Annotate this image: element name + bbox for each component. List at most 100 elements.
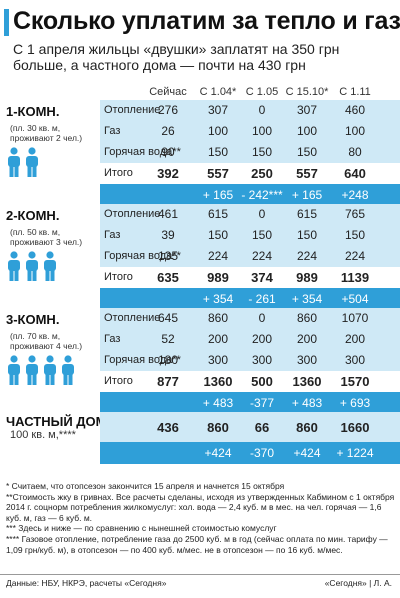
total-row bbox=[100, 371, 400, 392]
headline-text: Сколько уплатим за тепло и газ bbox=[13, 7, 400, 35]
house-delta-cell: -370 bbox=[249, 446, 275, 460]
total-cell: 250 bbox=[251, 166, 273, 181]
table-row bbox=[100, 246, 400, 267]
value-cell: 645 bbox=[157, 311, 179, 325]
value-cell: 615 bbox=[296, 207, 318, 221]
row-label: Газ bbox=[104, 125, 121, 137]
delta-cell: - 261 bbox=[248, 292, 276, 306]
value-cell: 860 bbox=[207, 311, 229, 325]
value-cell: 100 bbox=[207, 124, 229, 138]
value-cell: 150 bbox=[296, 145, 318, 159]
table-row bbox=[100, 225, 400, 246]
total-cell: 989 bbox=[296, 270, 318, 285]
value-cell: 461 bbox=[157, 207, 179, 221]
row-label: Газ bbox=[104, 333, 121, 345]
total-cell: 500 bbox=[251, 374, 273, 389]
house-delta-cell: +424 bbox=[204, 446, 232, 460]
delta-row bbox=[100, 184, 400, 205]
lead-text: С 1 апреля жильцы «двушки» заплатят на 3… bbox=[13, 41, 340, 73]
delta-cell: - 242*** bbox=[241, 188, 283, 202]
column-header: С 1.04* bbox=[199, 86, 237, 98]
value-cell: 200 bbox=[207, 332, 229, 346]
value-cell: 150 bbox=[251, 145, 273, 159]
source-credit: Данные: НБУ, НКРЭ, расчеты «Сегодня» bbox=[6, 578, 167, 588]
total-row bbox=[100, 163, 400, 184]
column-header: С 1.11 bbox=[339, 86, 371, 98]
value-cell: 224 bbox=[251, 249, 273, 263]
value-cell: 150 bbox=[344, 228, 366, 242]
group-name: 1-КОМН. bbox=[6, 104, 60, 119]
value-cell: 180 bbox=[157, 353, 179, 367]
person-icon bbox=[44, 355, 56, 385]
total-label: Итого bbox=[104, 375, 133, 387]
value-cell: 300 bbox=[251, 353, 273, 367]
value-cell: 150 bbox=[207, 228, 229, 242]
group-description: (пл. 50 кв. м, проживают 3 чел.) bbox=[10, 227, 83, 247]
house-total-row bbox=[100, 412, 400, 442]
value-cell: 100 bbox=[296, 124, 318, 138]
footnote-3: *** Здесь и ниже — по сравнению с нынешн… bbox=[6, 523, 277, 534]
value-cell: 26 bbox=[161, 124, 175, 138]
house-name: ЧАСТНЫЙ ДОМ bbox=[6, 414, 107, 429]
delta-cell: + 483 bbox=[291, 396, 323, 410]
author-credit: «Сегодня» | Л. А. bbox=[324, 578, 392, 588]
value-cell: 135 bbox=[157, 249, 179, 263]
total-cell: 1139 bbox=[340, 270, 370, 285]
delta-cell: +248 bbox=[341, 188, 369, 202]
table-row bbox=[100, 308, 400, 329]
value-cell: 39 bbox=[161, 228, 175, 242]
person-icon bbox=[62, 355, 74, 385]
value-cell: 150 bbox=[207, 145, 229, 159]
total-cell: 635 bbox=[157, 270, 179, 285]
column-header: С 15.10* bbox=[285, 86, 329, 98]
total-row bbox=[100, 267, 400, 288]
delta-cell: + 483 bbox=[202, 396, 234, 410]
footnotes: * Считаем, что отопсезон закончится 15 а… bbox=[6, 481, 396, 555]
value-cell: 150 bbox=[296, 228, 318, 242]
row-label: Отопление bbox=[104, 208, 161, 220]
value-cell: 300 bbox=[296, 353, 318, 367]
delta-cell: + 693 bbox=[339, 396, 371, 410]
house-description: 100 кв. м,**** bbox=[10, 429, 76, 441]
value-cell: 307 bbox=[296, 103, 318, 117]
value-cell: 765 bbox=[344, 207, 366, 221]
value-cell: 300 bbox=[207, 353, 229, 367]
total-label: Итого bbox=[104, 167, 133, 179]
person-icon bbox=[8, 147, 20, 177]
delta-cell: +504 bbox=[341, 292, 369, 306]
total-cell: 1570 bbox=[340, 374, 370, 389]
value-cell: 0 bbox=[258, 207, 266, 221]
row-label: Отопление bbox=[104, 104, 161, 116]
house-total-cell: 66 bbox=[254, 420, 270, 435]
house-total-cell: 860 bbox=[207, 420, 229, 435]
value-cell: 200 bbox=[296, 332, 318, 346]
total-cell: 989 bbox=[207, 270, 229, 285]
table-row bbox=[100, 350, 400, 371]
value-cell: 100 bbox=[344, 124, 366, 138]
house-total-cell: 1660 bbox=[340, 420, 370, 435]
total-cell: 557 bbox=[296, 166, 318, 181]
house-delta-cell: +424 bbox=[293, 446, 321, 460]
delta-cell: -377 bbox=[249, 396, 275, 410]
total-cell: 1360 bbox=[203, 374, 233, 389]
house-total-cell: 436 bbox=[157, 420, 179, 435]
row-label: Газ bbox=[104, 229, 121, 241]
total-cell: 557 bbox=[207, 166, 229, 181]
table-row bbox=[100, 204, 400, 225]
delta-row bbox=[100, 392, 400, 413]
delta-cell: + 354 bbox=[202, 292, 234, 306]
table-row bbox=[100, 329, 400, 350]
group-name: 3-КОМН. bbox=[6, 312, 60, 327]
table-row bbox=[100, 100, 400, 121]
column-header: Сейчас bbox=[149, 86, 187, 98]
total-label: Итого bbox=[104, 271, 133, 283]
delta-cell: + 165 bbox=[291, 188, 323, 202]
value-cell: 150 bbox=[251, 228, 273, 242]
total-cell: 877 bbox=[157, 374, 179, 389]
value-cell: 224 bbox=[207, 249, 229, 263]
value-cell: 100 bbox=[251, 124, 273, 138]
person-icon bbox=[26, 147, 38, 177]
value-cell: 80 bbox=[348, 145, 362, 159]
value-cell: 0 bbox=[258, 103, 266, 117]
footnote-2: **Стоимость жку в гривнах. Все расчеты с… bbox=[6, 491, 395, 523]
